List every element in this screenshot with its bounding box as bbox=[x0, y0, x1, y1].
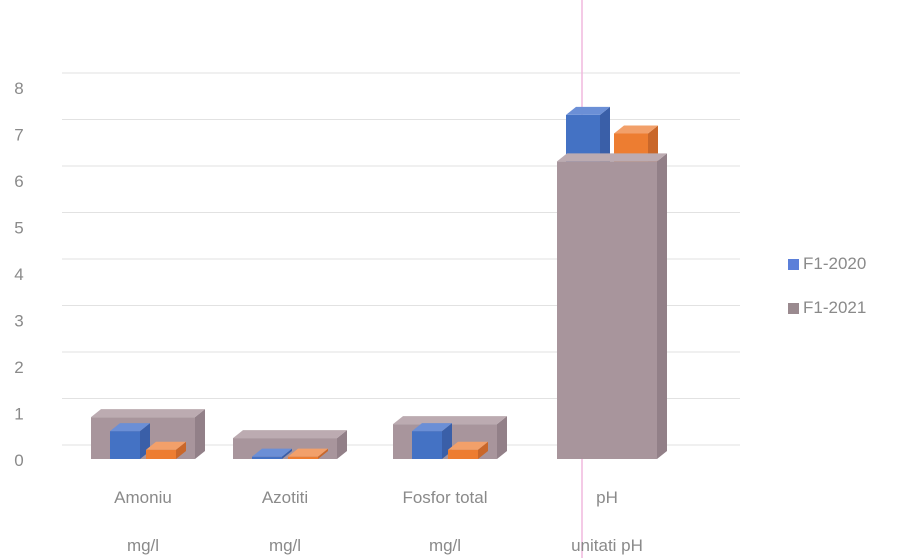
legend: F1-2020 F1-2021 bbox=[788, 252, 866, 340]
overlay-bar-azotiti-top bbox=[233, 430, 347, 439]
y-tick-label: 8 bbox=[14, 79, 23, 98]
bar-f1-2020-amoniu-front bbox=[110, 431, 140, 459]
legend-item-f1-2020: F1-2020 bbox=[788, 252, 866, 276]
bar-f1-2020-fosfor-total-top bbox=[412, 423, 452, 432]
bar-f1-2020-azotiti-front bbox=[252, 456, 282, 459]
x-category-label: pH bbox=[596, 488, 618, 507]
bar-f1-2021-amoniu-top bbox=[146, 441, 186, 450]
bar-f1-2021-fosfor-total-top bbox=[448, 441, 488, 450]
bar-f1-2021-amoniu-side bbox=[176, 441, 186, 459]
overlay-bar-fosfor-total-top bbox=[393, 416, 507, 425]
y-tick-label: 1 bbox=[14, 405, 23, 424]
y-tick-label: 0 bbox=[14, 451, 23, 470]
overlay-bar-amoniu-side bbox=[195, 409, 205, 459]
bar-f1-2020-azotiti-side bbox=[282, 448, 292, 459]
x-unit-label: mg/l bbox=[269, 536, 301, 555]
bar-f1-2021-azotiti-front bbox=[288, 456, 318, 459]
y-tick-label: 6 bbox=[14, 172, 23, 191]
bar-f1-2021-fosfor-total-side bbox=[478, 441, 488, 459]
y-tick-label: 7 bbox=[14, 126, 23, 145]
x-category-label: Fosfor total bbox=[402, 488, 487, 507]
x-category-label: Azotiti bbox=[262, 488, 308, 507]
legend-swatch-f1-2020 bbox=[788, 258, 799, 270]
y-tick-label: 5 bbox=[14, 219, 23, 238]
bar-f1-2021-amoniu-front bbox=[146, 449, 176, 459]
legend-swatch-f1-2021 bbox=[788, 302, 799, 314]
bar-f1-2021-ph-top bbox=[614, 125, 658, 134]
overlay-bar-fosfor-total-side bbox=[497, 416, 507, 459]
bar-f1-2020-ph-top bbox=[566, 106, 610, 115]
overlay-bar-amoniu-top bbox=[91, 409, 205, 418]
legend-label-f1-2020: F1-2020 bbox=[803, 254, 867, 273]
bar-f1-2020-azotiti-top bbox=[252, 448, 292, 457]
x-category-label: Amoniu bbox=[114, 488, 172, 507]
bar-f1-2020-amoniu-top bbox=[110, 423, 150, 432]
bar-f1-2020-fosfor-total-front bbox=[412, 431, 442, 459]
bar-f1-2021-azotiti-top bbox=[288, 448, 328, 457]
overlay-bar-ph-front bbox=[557, 161, 657, 459]
legend-label-f1-2021: F1-2021 bbox=[803, 298, 867, 317]
overlay-bar-ph-top bbox=[557, 153, 667, 162]
bar-f1-2021-azotiti-side bbox=[318, 448, 328, 459]
legend-item-f1-2021: F1-2021 bbox=[788, 296, 866, 320]
y-tick-label: 4 bbox=[14, 265, 23, 284]
overlay-bar-ph-side bbox=[657, 153, 667, 459]
x-unit-label: mg/l bbox=[127, 536, 159, 555]
x-unit-label: mg/l bbox=[429, 536, 461, 555]
y-tick-label: 3 bbox=[14, 312, 23, 331]
x-unit-label: unitati pH bbox=[571, 536, 643, 555]
bar-f1-2021-fosfor-total-front bbox=[448, 449, 478, 459]
overlay-bar-azotiti-side bbox=[337, 430, 347, 459]
y-tick-label: 2 bbox=[14, 358, 23, 377]
